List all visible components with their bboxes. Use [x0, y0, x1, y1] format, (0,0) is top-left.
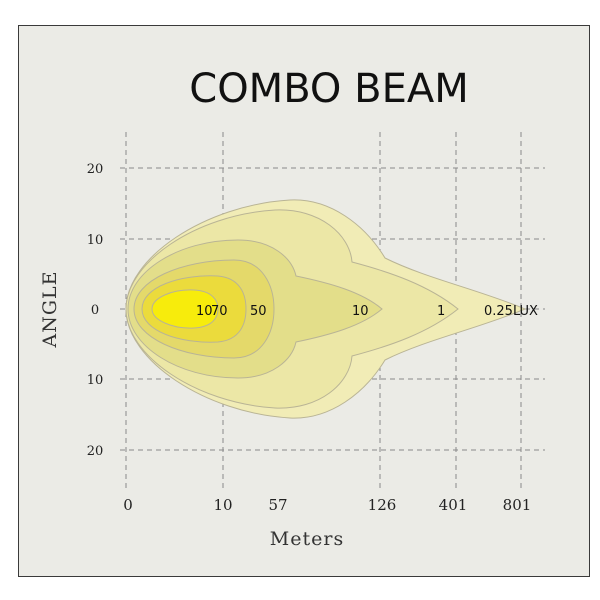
zone-label: 1 — [437, 304, 445, 319]
y-tick-label: 20 — [87, 444, 104, 459]
x-tick-label: 801 — [503, 496, 532, 514]
x-tick-label: 57 — [268, 496, 287, 514]
x-tick-label: 126 — [368, 496, 397, 514]
y-tick-label: 20 — [87, 162, 104, 177]
isolux-zones — [125, 199, 527, 419]
x-tick-label: 401 — [439, 496, 468, 514]
zone-label: 10 — [196, 304, 213, 319]
zone-label: 10 — [352, 304, 369, 319]
x-tick-label: 10 — [213, 496, 232, 514]
zone-label: 0.25LUX — [484, 304, 538, 319]
y-tick-label: 10 — [87, 373, 104, 388]
y-axis-label: ANGLE — [39, 270, 61, 348]
zone-label: 50 — [250, 304, 267, 319]
y-tick-label: 10 — [87, 233, 104, 248]
x-tick-label: 0 — [123, 496, 133, 514]
zone-core — [151, 289, 219, 329]
zone-label: 70 — [211, 304, 228, 319]
x-axis-label: Meters — [270, 528, 344, 550]
y-tick-label: 0 — [91, 303, 99, 318]
chart-title: COMBO BEAM — [189, 66, 468, 112]
